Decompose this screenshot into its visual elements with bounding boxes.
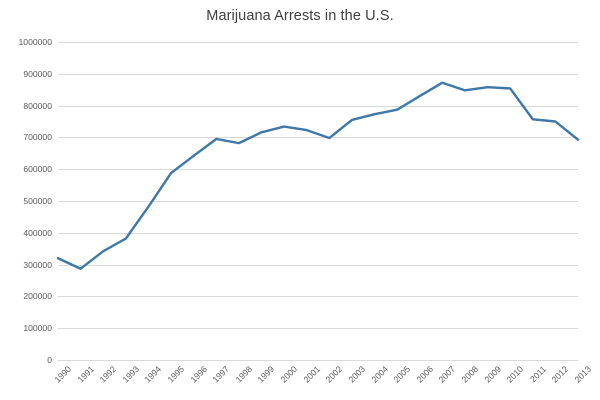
y-tick-label: 500000 [23,196,52,206]
x-axis: 1990 1991 1992 1993 1994 1995 1996 1997 1998 1999… [52,360,593,400]
y-tick-label: 1000000 [18,37,52,47]
gridline [58,169,578,171]
gridline [58,296,578,298]
y-tick-label: 400000 [23,227,52,238]
y-tick-label: 800000 [23,100,52,111]
gridline [58,360,578,361]
y-axis: 1000000 900000 800000 700000 600000 500000 400… [0,37,52,365]
y-tick-label: 900000 [23,68,52,79]
series-polyline [58,83,578,269]
line-series [58,42,578,360]
y-tick-label: 700000 [23,132,52,143]
y-tick-label: 200000 [23,291,52,302]
chart-title: Marijuana Arrests in the U.S. [206,8,394,24]
gridline [58,42,578,43]
plot-area [58,42,578,361]
gridline [58,264,578,266]
gridline [58,232,578,234]
gridline [58,137,578,139]
y-tick-label: 300000 [23,259,52,270]
gridline [58,73,578,75]
gridlines [58,42,578,361]
gridline [58,105,578,107]
y-tick-label: 0 [47,355,52,365]
gridline [58,201,578,202]
y-tick-label: 600000 [23,164,52,175]
y-tick-label: 100000 [23,323,52,334]
gridline [58,328,578,330]
